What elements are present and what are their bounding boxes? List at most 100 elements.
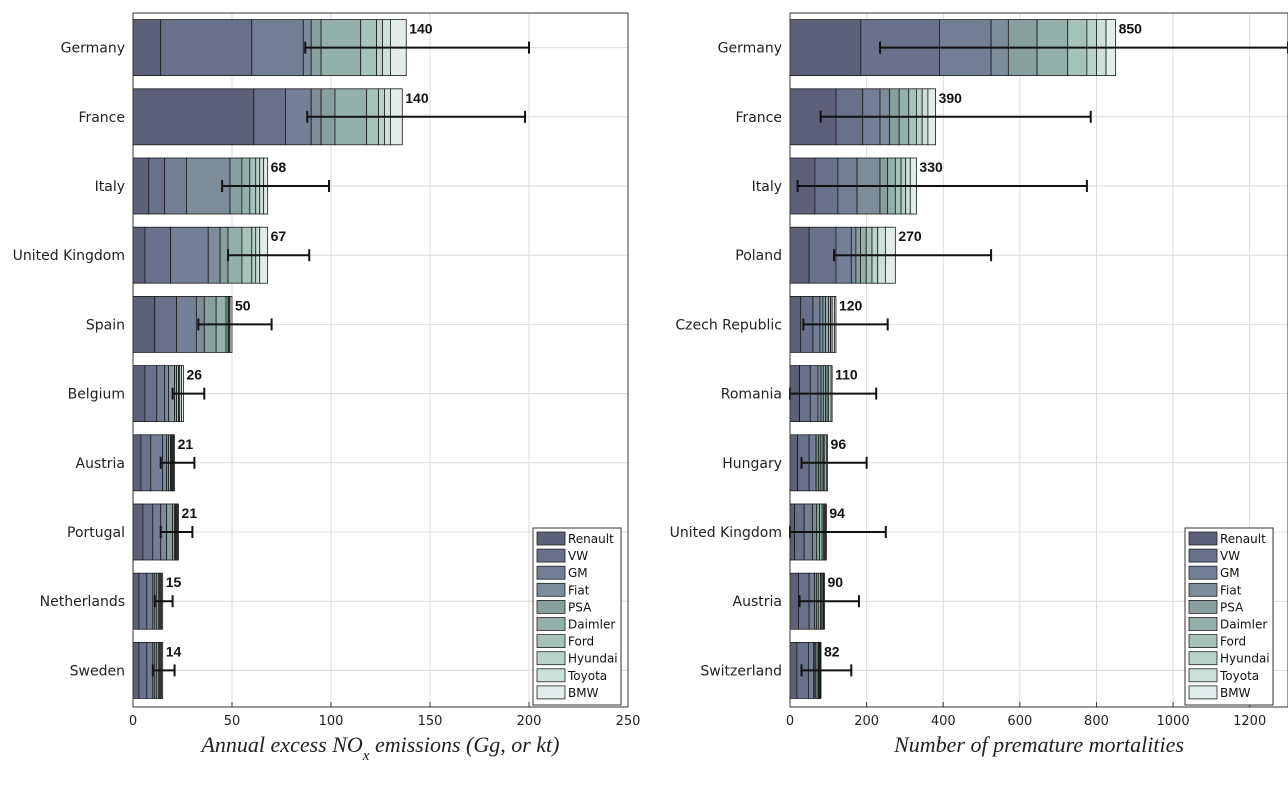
chart-mortality: 850 Germany 390 France 330 Italy 270 Poland 120 C… [670, 12, 1288, 757]
bar-segment-fiat-belgium [164, 365, 170, 423]
category-label: Sweden [70, 663, 125, 679]
legend-swatch-hyundai [536, 651, 566, 666]
x-tick-label: 800 [1084, 714, 1109, 729]
legend-label: PSA [1220, 600, 1244, 614]
bar-segment-vw-france [253, 88, 286, 146]
category-label: Italy [752, 179, 782, 195]
bar-segment-vw-germany [160, 19, 253, 77]
legend-swatch-renault [1188, 531, 1218, 546]
legend-label: BMW [1220, 686, 1251, 700]
bar-segment-gm-italy [164, 157, 187, 215]
bar-segment-vw-netherlands [138, 572, 148, 630]
legend-swatch-gm [1188, 565, 1218, 580]
bar-segment-renault-poland [789, 226, 810, 284]
category-label: Czech Republic [675, 317, 782, 333]
legend-label: Hyundai [1220, 652, 1270, 666]
legend-label: Ford [568, 635, 594, 649]
x-tick-label: 200 [854, 714, 879, 729]
x-tick-label: 400 [931, 714, 956, 729]
data-label: 67 [271, 228, 287, 244]
bar-segment-renault-portugal [132, 503, 144, 561]
legend-swatch-vw [536, 548, 566, 563]
category-label: Austria [733, 594, 782, 610]
bar-segment-vw-united-kingdom [144, 226, 172, 284]
bar-segment-gm-belgium [156, 365, 166, 423]
legend-label: Hyundai [568, 652, 618, 666]
bar-segment-gm-portugal [152, 503, 162, 561]
bar-segment-gm-united-kingdom [170, 226, 209, 284]
legend: Renault VW GM Fiat PSA Daimler Ford Hyundai Toyo… [532, 527, 622, 706]
legend-swatch-fiat [1188, 582, 1218, 597]
plot-frame [132, 12, 629, 708]
legend-swatch-hyundai [1188, 651, 1218, 666]
data-label: 390 [939, 90, 963, 106]
bar-segment-renault-netherlands [132, 572, 140, 630]
bar-segment-vw-sweden [138, 642, 148, 699]
legend-label: Ford [1220, 635, 1246, 649]
data-label: 140 [405, 90, 429, 106]
legend-label: PSA [568, 600, 592, 614]
bar-segment-renault-switzerland [789, 642, 798, 699]
legend-swatch-bmw [1188, 685, 1218, 700]
bar-segment-vw-portugal [142, 503, 154, 561]
x-tick-label: 50 [224, 714, 241, 729]
bar-segment-renault-hungary [789, 434, 799, 492]
bar-segment-fiat-united-kingdom [207, 226, 221, 284]
category-label: United Kingdom [670, 525, 782, 541]
data-label: 50 [235, 297, 251, 313]
legend-swatch-vw [1188, 548, 1218, 563]
data-label: 90 [827, 574, 843, 590]
data-label: 110 [835, 367, 858, 383]
category-label: Poland [735, 248, 782, 264]
legend-label: GM [568, 566, 588, 580]
legend-swatch-daimler [536, 617, 566, 631]
x-tick-label: 200 [517, 714, 542, 729]
category-label: Germany [61, 41, 125, 57]
x-tick-label: 0 [786, 714, 794, 729]
bar-segment-vw-spain [154, 295, 177, 353]
bar-segment-gm-spain [176, 295, 197, 353]
category-label: France [78, 110, 125, 126]
bar-segment-gm-germany [251, 19, 304, 77]
legend-label: Daimler [568, 618, 615, 632]
x-tick-label: 0 [129, 714, 137, 729]
legend-label: BMW [568, 686, 599, 700]
bar-segment-renault-spain [132, 295, 156, 353]
bar-segment-gm-netherlands [146, 572, 154, 630]
legend-swatch-ford [1188, 634, 1218, 648]
legend-swatch-fiat [536, 582, 566, 597]
category-label: Romania [721, 387, 782, 403]
bar-segment-vw-austria [140, 434, 152, 492]
legend-label: GM [1220, 566, 1240, 580]
legend-label: Toyota [567, 669, 607, 683]
bar-segment-renault-germany [789, 19, 862, 77]
legend-label: VW [1220, 549, 1240, 563]
bar-segment-renault-italy [132, 157, 150, 215]
bar-segment-renault-france [132, 88, 255, 146]
legend-label: Renault [1220, 532, 1266, 546]
x-tick-label: 1200 [1233, 714, 1266, 729]
bar-segment-renault-czech-republic [789, 295, 802, 353]
data-label: 96 [831, 436, 847, 452]
legend-label: Fiat [1220, 583, 1242, 597]
x-tick-label: 150 [418, 714, 443, 729]
x-tick-label: 1000 [1157, 714, 1190, 729]
category-label: Portugal [67, 525, 125, 541]
data-label: 21 [178, 436, 194, 452]
bar-segment-renault-austria [789, 572, 799, 630]
category-label: Germany [718, 41, 782, 57]
bar-segment-psa-united-kingdom [219, 226, 229, 284]
data-label: 270 [898, 228, 922, 244]
legend-label: VW [568, 549, 588, 563]
bar-segment-renault-austria [132, 434, 142, 492]
data-label: 14 [166, 643, 182, 659]
legend-swatch-bmw [536, 685, 566, 700]
x-axis-title: Number of premature mortalities [893, 732, 1184, 757]
x-tick-label: 250 [616, 714, 641, 729]
legend-swatch-renault [536, 531, 566, 546]
category-label: Netherlands [40, 594, 125, 610]
data-label: 82 [824, 643, 840, 659]
bar-segment-vw-italy [148, 157, 166, 215]
